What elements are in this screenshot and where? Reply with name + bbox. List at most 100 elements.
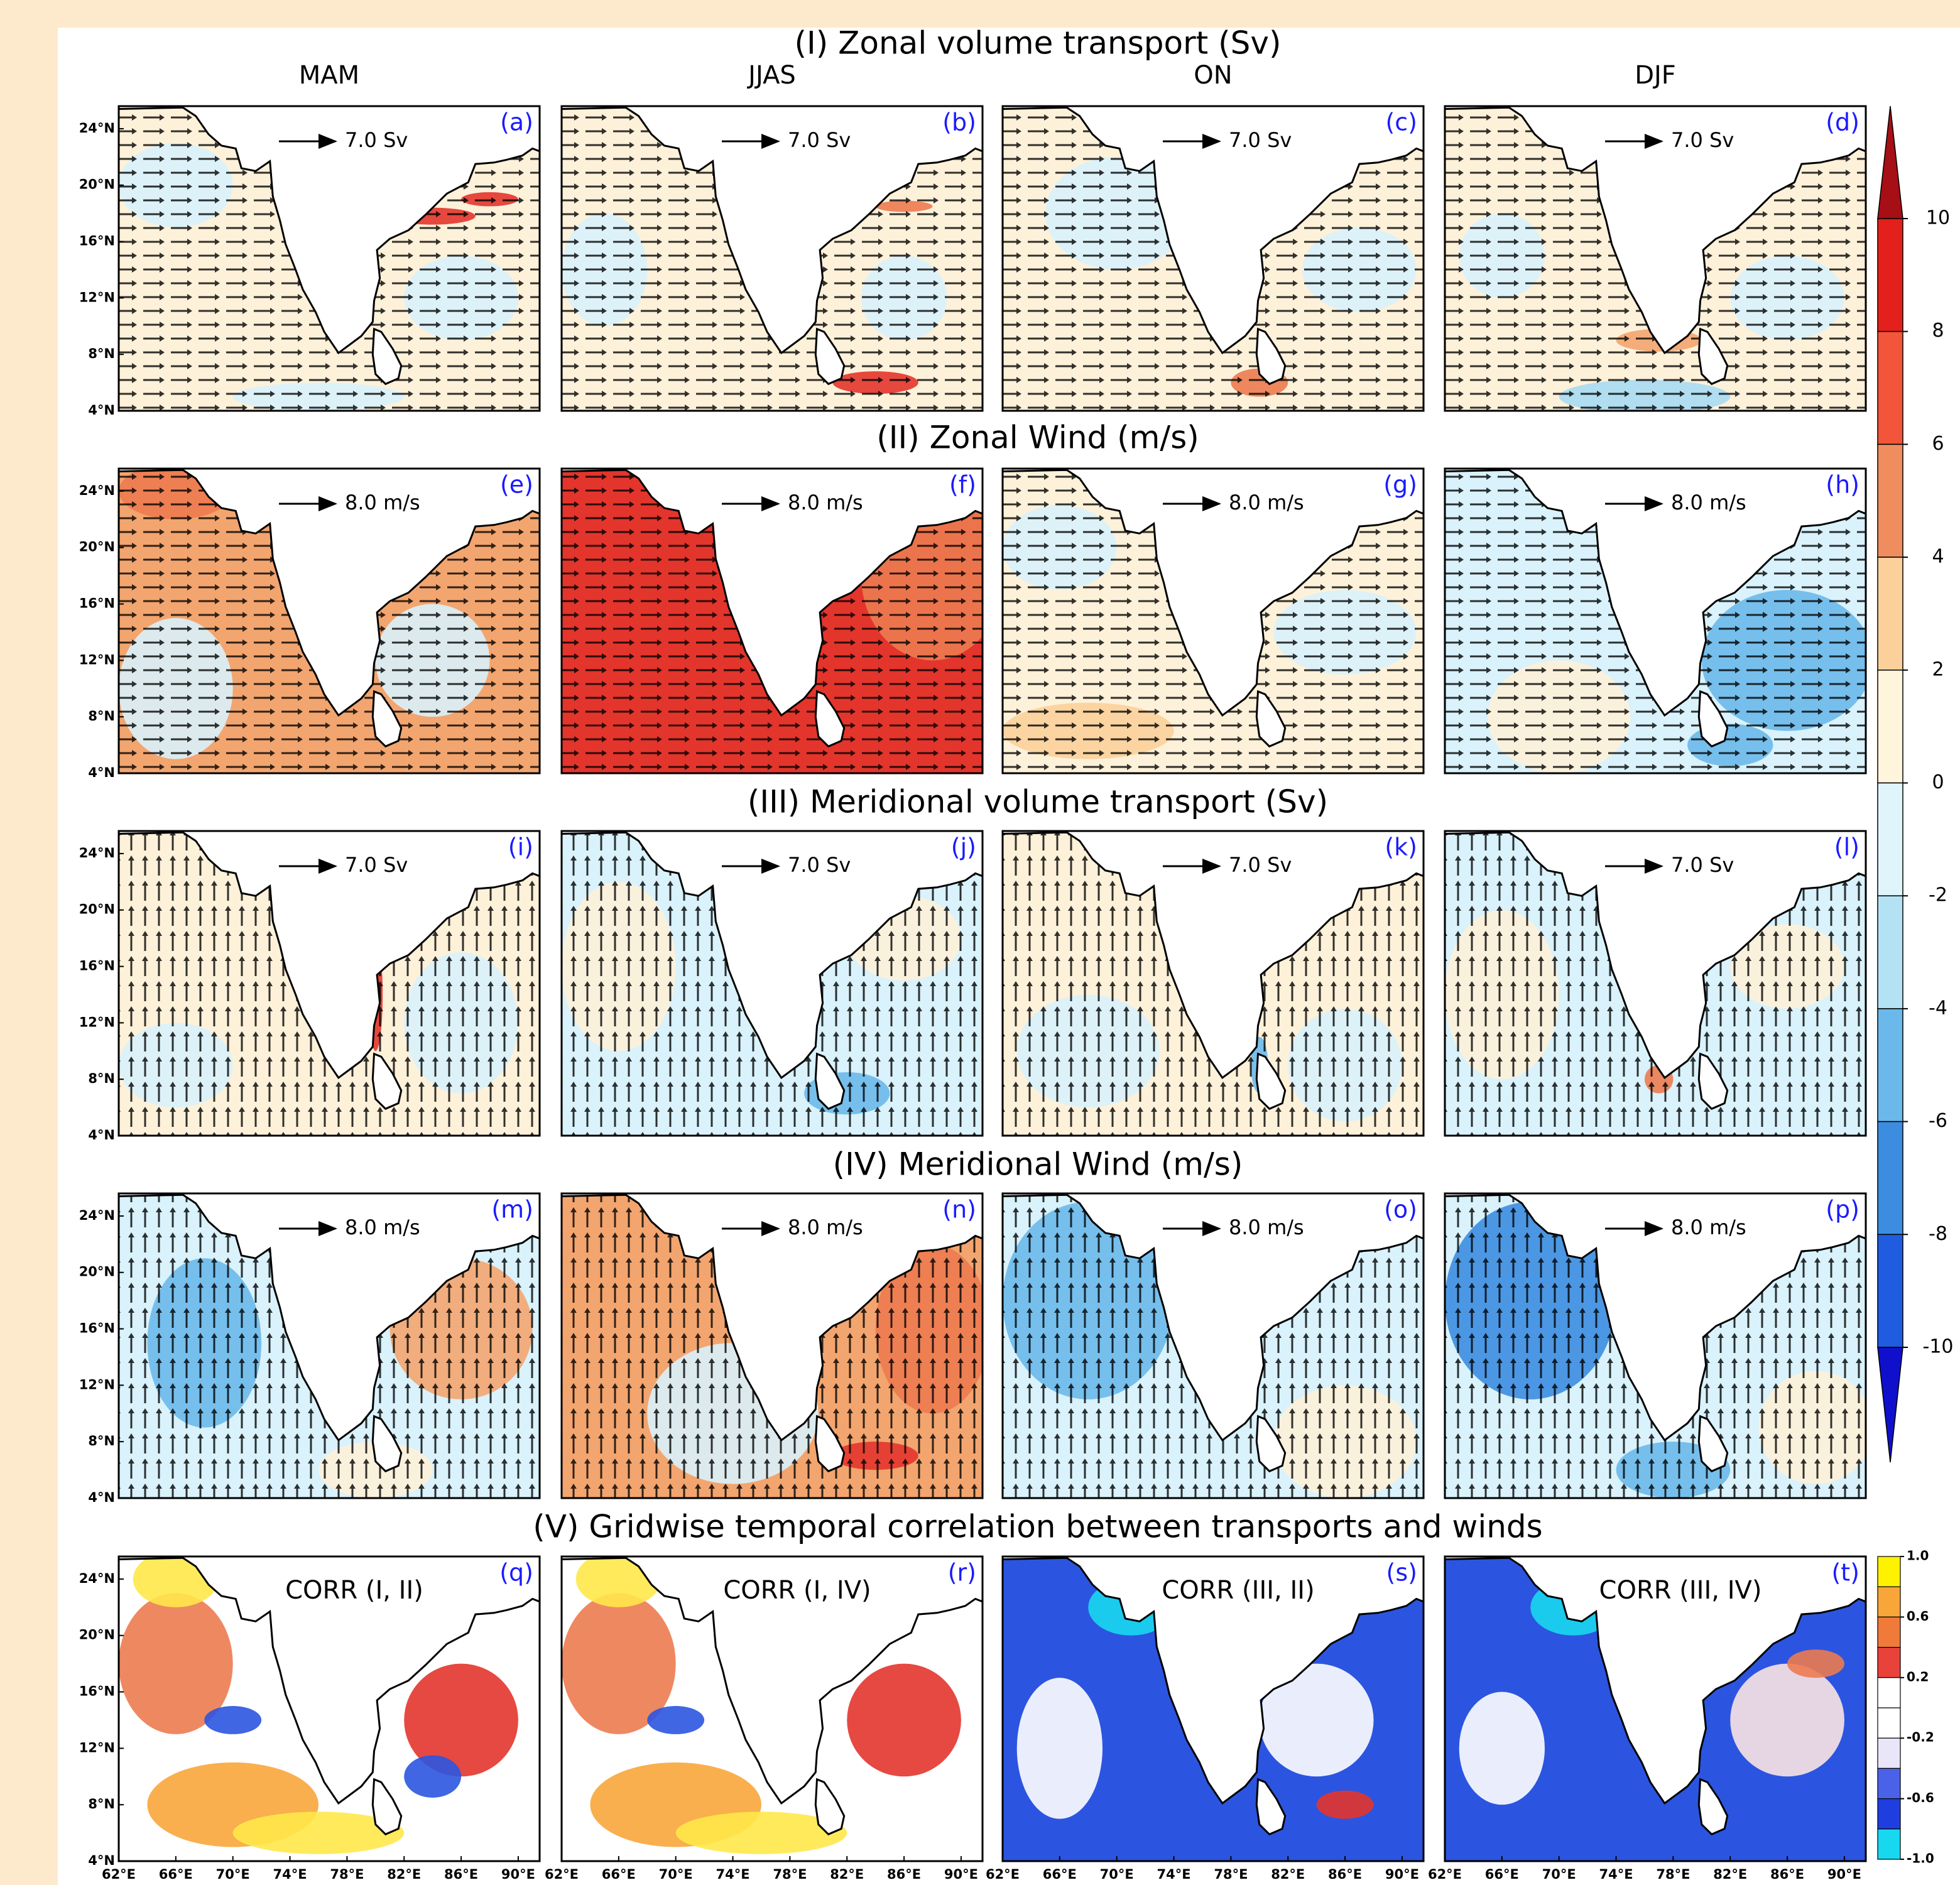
- row-title: (IV) Meridional Wind (m/s): [833, 1146, 1243, 1183]
- corr-colorbar-band: [1877, 1586, 1901, 1617]
- colorbar-band: [1877, 557, 1903, 671]
- panel-frame: [1001, 105, 1425, 412]
- season-label: ON: [1194, 61, 1232, 90]
- panel-letter: (g): [1383, 471, 1417, 499]
- field-shading: [562, 1593, 676, 1734]
- season-label: DJF: [1635, 61, 1676, 90]
- panel-letter: (c): [1385, 109, 1417, 136]
- lon-tick-label: 74°E: [716, 1867, 750, 1882]
- panel-frame: [117, 1192, 541, 1499]
- panel-letter: (s): [1386, 1559, 1417, 1587]
- reference-label: 7.0 Sv: [1671, 128, 1734, 152]
- panel-letter: (a): [500, 109, 533, 136]
- panel-letter: (d): [1826, 109, 1859, 136]
- panel-content: [1445, 1193, 1866, 1498]
- sri-lanka: [814, 1778, 846, 1836]
- reference-label: 7.0 Sv: [788, 128, 851, 152]
- panel-content: [562, 106, 983, 411]
- colorbar-tick-label: -10: [1923, 1336, 1954, 1358]
- lat-tick-label: 24°N: [79, 1208, 115, 1223]
- lon-tick-label: 70°E: [659, 1867, 693, 1882]
- lon-tick-label: 90°E: [1827, 1867, 1861, 1882]
- lon-tick-label: 90°E: [944, 1867, 978, 1882]
- colorbar-band: [1877, 1008, 1903, 1122]
- panel-content: [1445, 831, 1866, 1136]
- lon-tick-label: 62°E: [102, 1867, 136, 1882]
- panel-letter: (b): [942, 109, 976, 136]
- lon-tick-label: 78°E: [773, 1867, 807, 1882]
- lat-tick-label: 12°N: [79, 652, 115, 667]
- row-title: (I) Zonal volume transport (Sv): [795, 25, 1282, 62]
- panel-frame: [117, 1555, 541, 1862]
- lat-tick-label: 12°N: [79, 290, 115, 305]
- panel-frame: [560, 105, 984, 412]
- sri-lanka: [1697, 1415, 1729, 1473]
- lon-tick-label: 90°E: [501, 1867, 535, 1882]
- lon-tick-label: 74°E: [273, 1867, 307, 1882]
- panel-frame: [117, 105, 541, 412]
- lon-tick-label: 82°E: [1713, 1867, 1747, 1882]
- land: [1445, 469, 1866, 717]
- map-panel: (m) 8.0 m/s 24°N 20°N 16°N 12°N 8°N 4°N: [79, 1192, 541, 1505]
- reference-label: 7.0 Sv: [1229, 853, 1292, 877]
- sri-lanka: [814, 1415, 846, 1473]
- corr-colorbar-band: [1877, 1798, 1901, 1830]
- map-panel: (r) CORR (I, IV) 62°E 66°E 70°E 74°E 78°E 82°E 8…: [545, 1555, 984, 1882]
- lat-tick-label: 20°N: [79, 902, 115, 917]
- lat-tick-label: 4°N: [88, 1853, 115, 1868]
- lat-tick-label: 16°N: [79, 596, 115, 611]
- corr-colorbar-tick-label: -0.2: [1907, 1730, 1934, 1745]
- sri-lanka: [1255, 327, 1287, 386]
- land: [1445, 1556, 1866, 1805]
- map-panel: (f) 8.0 m/s: [560, 467, 984, 774]
- panel-letter: (h): [1826, 471, 1859, 499]
- colorbar-tick-label: -4: [1929, 997, 1947, 1019]
- panel-content: [1445, 1556, 1866, 1861]
- lat-tick-label: 16°N: [79, 959, 115, 974]
- field-shading: [232, 1812, 405, 1854]
- lat-tick-label: 20°N: [79, 1627, 115, 1643]
- corr-label: CORR (III, IV): [1599, 1576, 1762, 1605]
- sri-lanka: [1697, 690, 1729, 748]
- lon-tick-label: 62°E: [545, 1867, 579, 1882]
- lon-tick-label: 66°E: [159, 1867, 193, 1882]
- map-panel: (a) 7.0 Sv 24°N 20°N 16°N 12°N 8°N 4°N: [79, 105, 541, 418]
- land: [1003, 831, 1424, 1080]
- colorbar-tick-label: -2: [1929, 884, 1947, 906]
- lon-tick-label: 66°E: [602, 1867, 636, 1882]
- reference-label: 7.0 Sv: [1671, 853, 1734, 877]
- colorbar-tick-label: -8: [1929, 1223, 1947, 1245]
- colorbar-tick-label: 2: [1932, 658, 1944, 680]
- lon-tick-label: 82°E: [387, 1867, 421, 1882]
- lat-tick-label: 20°N: [79, 177, 115, 192]
- panel-content: [1003, 831, 1424, 1136]
- land: [1003, 469, 1424, 717]
- map-panel: (g) 8.0 m/s: [1001, 467, 1425, 774]
- corr-colorbar-band: [1877, 1737, 1901, 1769]
- reference-label: 8.0 m/s: [345, 1215, 420, 1239]
- lon-tick-label: 82°E: [1271, 1867, 1305, 1882]
- sri-lanka: [371, 1778, 403, 1836]
- lat-tick-label: 12°N: [79, 1740, 115, 1755]
- panel-frame: [560, 1555, 984, 1862]
- sri-lanka: [371, 1415, 403, 1473]
- colorbar-band: [1877, 218, 1903, 332]
- land: [119, 831, 540, 1080]
- lat-tick-label: 8°N: [88, 1433, 115, 1448]
- lon-tick-label: 86°E: [444, 1867, 478, 1882]
- colorbar-band: [1877, 443, 1903, 558]
- lon-tick-label: 86°E: [1328, 1867, 1362, 1882]
- lat-tick-label: 4°N: [88, 1490, 115, 1505]
- lon-tick-label: 70°E: [1100, 1867, 1134, 1882]
- lat-tick-label: 24°N: [79, 1571, 115, 1586]
- lon-tick-label: 74°E: [1157, 1867, 1191, 1882]
- reference-label: 8.0 m/s: [1671, 491, 1746, 514]
- sri-lanka: [1255, 690, 1287, 748]
- panel-content: [562, 469, 983, 773]
- land: [119, 106, 540, 355]
- lon-tick-label: 78°E: [1214, 1867, 1248, 1882]
- reference-label: 8.0 m/s: [788, 1215, 863, 1239]
- panel-frame: [1001, 830, 1425, 1137]
- panel-letter: (e): [500, 471, 533, 499]
